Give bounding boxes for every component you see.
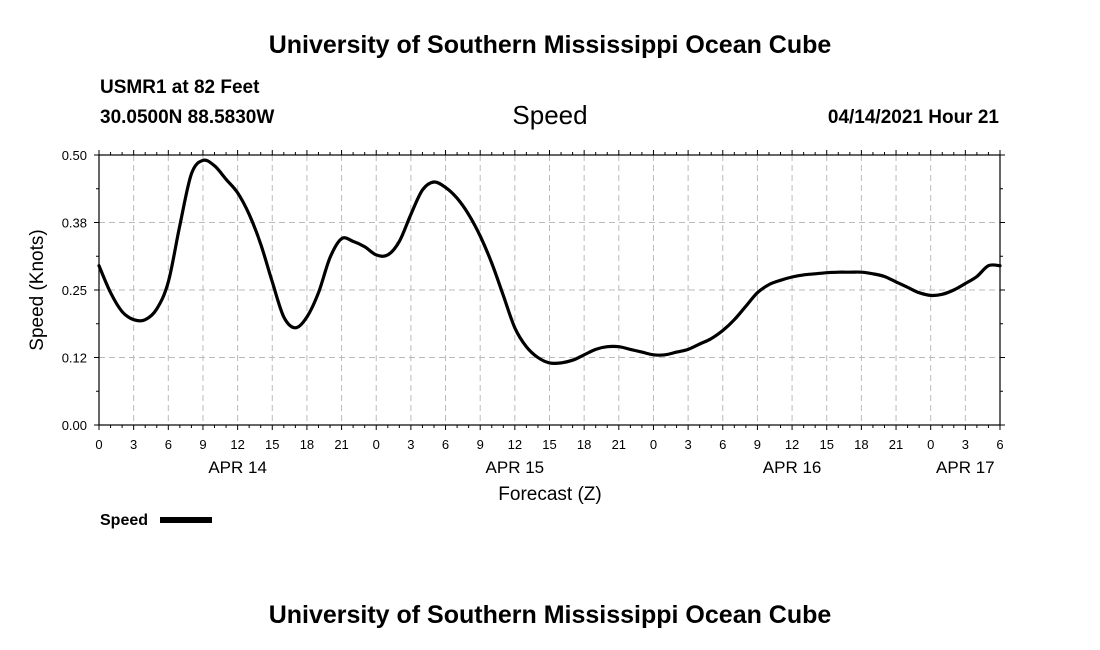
- x-tick-label: 0: [373, 437, 380, 452]
- x-tick-label: 15: [265, 437, 279, 452]
- x-tick-label: 3: [130, 437, 137, 452]
- x-tick-label: 6: [165, 437, 172, 452]
- x-tick-label: 0: [650, 437, 657, 452]
- y-tick-label: 0.50: [62, 148, 87, 163]
- x-tick-label: 21: [612, 437, 626, 452]
- x-tick-label: 3: [407, 437, 414, 452]
- bottom-title: University of Southern Mississippi Ocean…: [268, 601, 832, 629]
- x-tick-label: 18: [854, 437, 868, 452]
- x-tick-label: 3: [684, 437, 691, 452]
- y-tick-label: 0.12: [62, 351, 87, 366]
- x-tick-label: 15: [819, 437, 833, 452]
- y-axis: 0.00 0.12 0.25 0.38 0.50: [62, 148, 1005, 433]
- coordinates: 30.0500N 88.5830W: [100, 107, 275, 128]
- date-label: APR 16: [763, 458, 822, 477]
- x-tick-label: 0: [927, 437, 934, 452]
- x-axis: 0 3 6 9 12 15 18 21 0 3 6 9 12 15 18 21 0 3 6 9 12 15 18 21 0 3 6: [95, 150, 1004, 452]
- date-label: APR 15: [486, 458, 545, 477]
- variable-title: Speed: [512, 100, 588, 130]
- date-label: APR 17: [936, 458, 995, 477]
- legend-swatch: [160, 517, 212, 523]
- legend-label: Speed: [100, 512, 148, 529]
- y-axis-label: Speed (Knots): [27, 229, 48, 350]
- y-tick-label: 0.38: [62, 216, 87, 231]
- x-tick-label: 9: [477, 437, 484, 452]
- x-tick-label: 21: [334, 437, 348, 452]
- y-tick-label: 0.00: [62, 418, 87, 433]
- date-labels: APR 14 APR 15 APR 16 APR 17: [208, 458, 994, 477]
- station-depth: USMR1 at 82 Feet: [100, 77, 260, 98]
- x-tick-label: 9: [199, 437, 206, 452]
- x-tick-label: 6: [442, 437, 449, 452]
- x-tick-label: 21: [889, 437, 903, 452]
- speed-series-line: [97, 158, 1002, 366]
- y-tick-label: 0.25: [62, 283, 87, 298]
- x-axis-label: Forecast (Z): [498, 484, 601, 505]
- top-title: University of Southern Mississippi Ocean…: [268, 31, 832, 59]
- x-tick-label: 12: [785, 437, 799, 452]
- x-tick-label: 0: [95, 437, 102, 452]
- x-tick-label: 6: [719, 437, 726, 452]
- timestamp: 04/14/2021 Hour 21: [827, 107, 999, 128]
- x-tick-label: 12: [230, 437, 244, 452]
- x-tick-label: 6: [996, 437, 1003, 452]
- x-tick-label: 15: [542, 437, 556, 452]
- x-tick-label: 9: [754, 437, 761, 452]
- date-label: APR 14: [208, 458, 267, 477]
- x-tick-label: 12: [508, 437, 522, 452]
- x-tick-label: 18: [577, 437, 591, 452]
- grid-lines: [99, 155, 1000, 425]
- x-tick-label: 18: [300, 437, 314, 452]
- speed-chart: 0.00 0.12 0.25 0.38 0.50 0 3 6 9 12 15 18 21 0 3 6 9 12 1…: [27, 148, 1005, 529]
- x-tick-label: 3: [962, 437, 969, 452]
